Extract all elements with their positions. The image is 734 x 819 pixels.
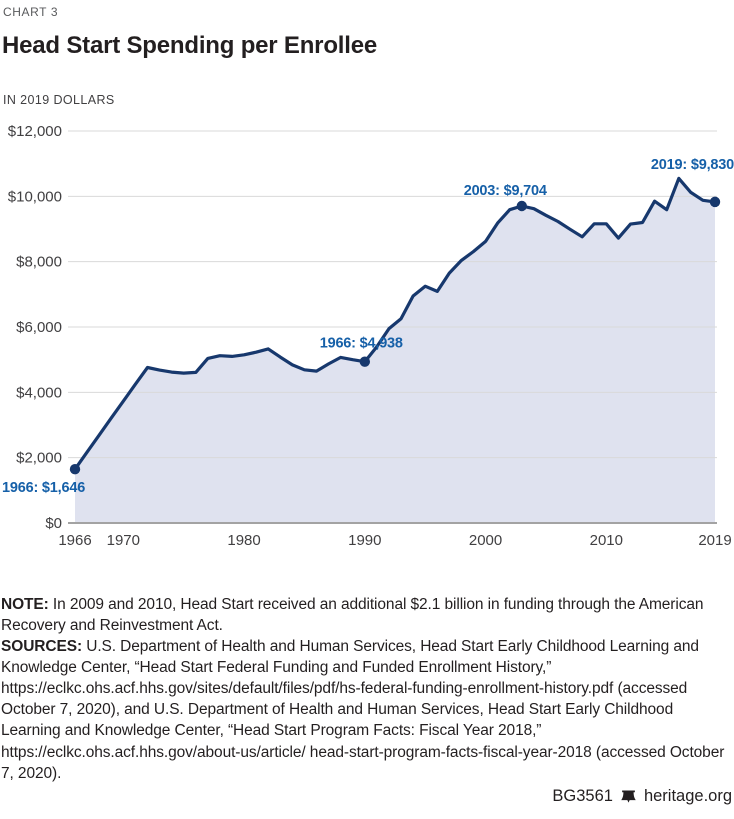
annotation-label: 1966: $4,938: [320, 336, 403, 352]
x-tick-label: 2019: [698, 532, 731, 549]
sources-label: SOURCES:: [1, 638, 83, 656]
chart-subtitle: IN 2019 DOLLARS: [3, 93, 115, 107]
y-tick-label: $2,000: [16, 450, 62, 467]
note-body: In 2009 and 2010, Head Start received an…: [1, 596, 704, 635]
note-label: NOTE:: [1, 596, 49, 613]
report-id: BG3561: [552, 787, 613, 805]
liberty-bell-icon: [621, 790, 636, 803]
page-title: Head Start Spending per Enrollee: [2, 32, 378, 59]
notes-block: NOTE: In 2009 and 2010, Head Start recei…: [1, 594, 733, 784]
x-tick-label: 2010: [590, 532, 623, 549]
y-tick-label: $8,000: [16, 254, 62, 271]
x-tick-label: 1966: [58, 532, 91, 549]
y-tick-label: $12,000: [8, 123, 62, 140]
marker-dot: [359, 356, 371, 367]
annotation-label: 2003: $9,704: [464, 183, 547, 199]
note-line: NOTE: In 2009 and 2010, Head Start recei…: [1, 594, 733, 636]
y-tick-label: $0: [45, 515, 62, 532]
x-tick-label: 1990: [348, 532, 381, 549]
sources-body: U.S. Department of Health and Human Serv…: [1, 638, 725, 782]
x-tick-label: 1970: [107, 532, 140, 549]
marker-dot: [69, 464, 81, 475]
y-tick-label: $4,000: [16, 384, 62, 401]
annotation-label: 1966: $1,646: [2, 480, 85, 496]
spending-per-enrollee-chart: $0 $2,000 $4,000 $6,000 $8,000 $10,000 $12,000…: [2, 123, 734, 549]
marker-dot: [709, 196, 721, 208]
x-tick-label: 2000: [469, 532, 502, 549]
series-line: [73, 176, 717, 471]
footer: BG3561 heritage.org: [0, 787, 734, 806]
y-tick-label: $10,000: [8, 188, 62, 205]
site-name: heritage.org: [643, 787, 732, 805]
x-tick-label: 1980: [227, 532, 260, 549]
annotation-label: 2019: $9,830: [651, 157, 734, 173]
marker-dot: [516, 200, 527, 212]
sources-line: SOURCES: U.S. Department of Health and H…: [1, 636, 733, 784]
chart-number-kicker: CHART 3: [3, 5, 59, 19]
y-tick-label: $6,000: [16, 319, 62, 336]
series-area: [75, 178, 715, 523]
